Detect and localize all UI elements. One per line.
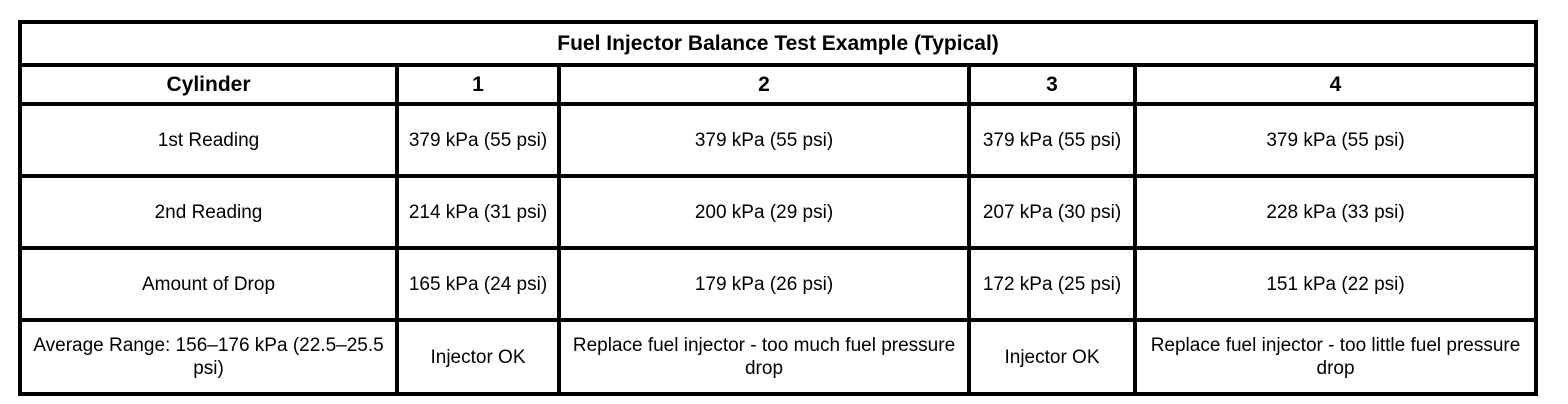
row-1st-reading: 1st Reading 379 kPa (55 psi) 379 kPa (55… bbox=[18, 102, 1539, 178]
table-title: Fuel Injector Balance Test Example (Typi… bbox=[17, 20, 1539, 67]
table-title-row: Fuel Injector Balance Test Example (Typi… bbox=[17, 20, 1539, 67]
header-cylinder: Cylinder bbox=[18, 63, 399, 106]
cell-drop-cyl4: 151 kPa (22 psi) bbox=[1132, 246, 1539, 322]
cell-result-cyl4: Replace fuel injector - too little fuel … bbox=[1132, 318, 1539, 396]
cell-1st-reading-cyl1: 379 kPa (55 psi) bbox=[395, 102, 561, 178]
table-header-row: Cylinder 1 2 3 4 bbox=[18, 63, 1539, 106]
cell-2nd-reading-cyl4: 228 kPa (33 psi) bbox=[1132, 174, 1539, 250]
header-cylinder-2: 2 bbox=[557, 63, 971, 106]
cell-1st-reading-cyl4: 379 kPa (55 psi) bbox=[1132, 102, 1539, 178]
balance-test-table: Fuel Injector Balance Test Example (Typi… bbox=[17, 20, 1539, 396]
cell-1st-reading-cyl3: 379 kPa (55 psi) bbox=[967, 102, 1137, 178]
cell-drop-cyl2: 179 kPa (26 psi) bbox=[557, 246, 971, 322]
row-label-average-range: Average Range: 156–176 kPa (22.5–25.5 ps… bbox=[18, 318, 399, 396]
row-label-1st-reading: 1st Reading bbox=[18, 102, 399, 178]
cell-1st-reading-cyl2: 379 kPa (55 psi) bbox=[557, 102, 971, 178]
cell-drop-cyl1: 165 kPa (24 psi) bbox=[395, 246, 561, 322]
header-cylinder-1: 1 bbox=[395, 63, 561, 106]
cell-drop-cyl3: 172 kPa (25 psi) bbox=[967, 246, 1137, 322]
row-label-amount-of-drop: Amount of Drop bbox=[18, 246, 399, 322]
cell-2nd-reading-cyl2: 200 kPa (29 psi) bbox=[557, 174, 971, 250]
cell-result-cyl2: Replace fuel injector - too much fuel pr… bbox=[557, 318, 971, 396]
cell-2nd-reading-cyl3: 207 kPa (30 psi) bbox=[967, 174, 1137, 250]
header-cylinder-4: 4 bbox=[1132, 63, 1539, 106]
header-cylinder-3: 3 bbox=[967, 63, 1137, 106]
cell-result-cyl3: Injector OK bbox=[967, 318, 1137, 396]
fuel-injector-balance-table: Fuel Injector Balance Test Example (Typi… bbox=[17, 20, 1539, 396]
row-average-range: Average Range: 156–176 kPa (22.5–25.5 ps… bbox=[18, 318, 1539, 396]
row-amount-of-drop: Amount of Drop 165 kPa (24 psi) 179 kPa … bbox=[18, 246, 1539, 322]
row-label-2nd-reading: 2nd Reading bbox=[18, 174, 399, 250]
row-2nd-reading: 2nd Reading 214 kPa (31 psi) 200 kPa (29… bbox=[18, 174, 1539, 250]
cell-result-cyl1: Injector OK bbox=[395, 318, 561, 396]
cell-2nd-reading-cyl1: 214 kPa (31 psi) bbox=[395, 174, 561, 250]
